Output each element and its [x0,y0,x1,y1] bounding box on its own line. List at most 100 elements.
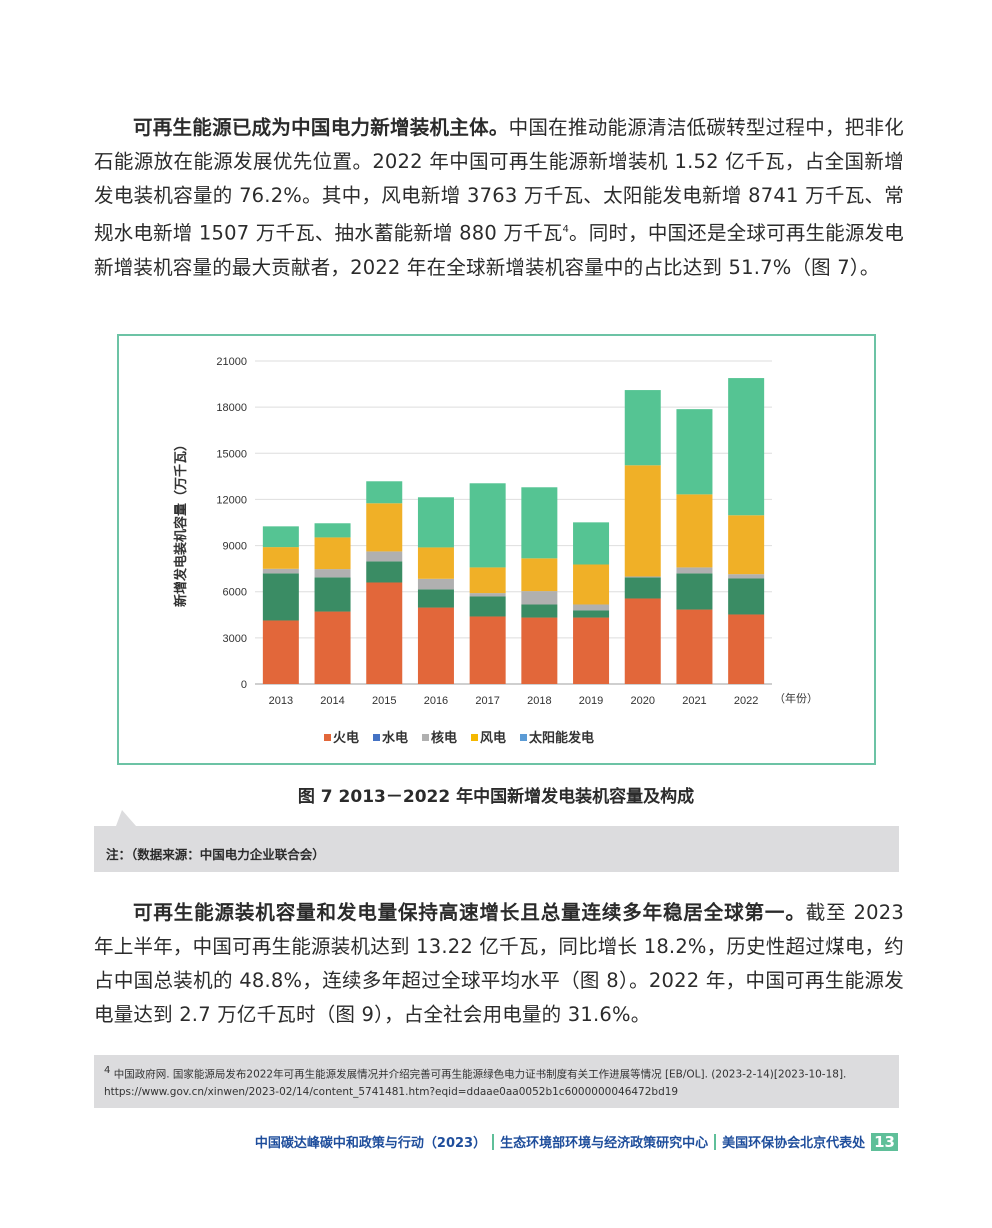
bar-segment-2022 [728,578,765,615]
paragraph-body: 截至 2023 年上半年，中国可再生能源装机达到 13.22 亿千瓦，同比增长 … [94,901,904,1026]
bar-segment-2015 [366,503,403,552]
bar-segment-2019 [573,617,610,684]
footnote-mark: 4 [104,1065,111,1076]
note-bubble-tail [116,810,136,826]
x-tick-label: 2017 [475,695,499,707]
paragraph-2: 可再生能源装机容量和发电量保持高速增长且总量连续多年稳居全球第一。截至 2023… [94,896,904,1032]
y-tick-label: 3000 [223,633,247,645]
legend-swatch [373,734,380,741]
bar-segment-2017 [469,616,506,684]
x-tick-label: 2014 [320,695,344,707]
stacked-bar-chart: 0 3000 6000 9000 12000 15000 18000 21000 2013 201… [173,356,818,745]
bar-segment-2020 [624,390,661,466]
bar-segment-2013 [262,620,299,684]
bar-segment-2015 [366,561,403,583]
bar-segment-2013 [262,526,299,548]
legend-label: 水电 [382,730,408,745]
x-tick-label: 2016 [424,695,448,707]
x-tick-label: 2013 [269,695,293,707]
x-tick-label: 2021 [682,695,706,707]
bar-segment-2017 [469,483,506,568]
bar-segment-2015 [366,582,403,684]
figure-caption: 图 7 2013－2022 年中国新增发电装机容量及构成 [297,787,695,807]
source-note: 注：（数据来源：中国电力企业联合会） [94,826,899,872]
x-tick-label: 2019 [579,695,603,707]
bar-segment-2016 [417,578,454,590]
y-tick-label: 9000 [223,541,247,553]
bar-segment-2018 [521,591,558,605]
bar-segment-2018 [521,487,558,559]
bar-segment-2021 [676,567,713,574]
y-tick-label: 18000 [216,402,247,414]
y-tick-label: 12000 [216,494,247,506]
paragraph-body: 中国在推动能源清洁低碳转型过程中，把非化石能源放在能源发展优先位置。2022 年… [94,116,904,245]
bar-segment-2016 [417,607,454,684]
bar-segment-2016 [417,589,454,608]
bar-segment-2020 [624,465,661,577]
bar-segment-2020 [624,576,661,578]
footnote: 4 中国政府网. 国家能源局发布2022年可再生能源发展情况并介绍完善可再生能源… [94,1055,899,1108]
footer-org-2: 美国环保协会北京代表处 [722,1136,866,1151]
bar-segment-2019 [573,604,610,611]
footnote-text: 中国政府网. 国家能源局发布2022年可再生能源发展情况并介绍完善可再生能源绿色… [104,1068,847,1098]
footer-org-1: 生态环境部环境与经济政策研究中心 [500,1136,709,1151]
bar-segment-2017 [469,596,506,617]
bar-segment-2013 [262,573,299,621]
page-number: 13 [871,1132,898,1151]
y-tick-label: 21000 [216,356,247,368]
bar-segment-2022 [728,574,765,579]
bar-segment-2019 [573,610,610,618]
bar-segment-2014 [314,523,351,538]
legend-swatch [520,734,527,741]
bar-segment-2021 [676,409,713,495]
bar-segment-2020 [624,598,661,684]
bar-segment-2017 [469,567,506,594]
bar-segment-2018 [521,558,558,592]
bar-segment-2014 [314,537,351,570]
bar-segment-2013 [262,568,299,574]
paragraph-lead: 可再生能源装机容量和发电量保持高速增长且总量连续多年稳居全球第一。 [133,901,806,924]
x-tick-label: 2022 [734,695,758,707]
bar-segment-2021 [676,609,713,684]
x-tick-label: 2020 [631,695,655,707]
legend-label: 风电 [480,730,506,745]
x-axis-label: （年份） [774,691,818,705]
bar-segment-2019 [573,522,610,565]
x-tick-label: 2015 [372,695,396,707]
divider [714,1133,717,1150]
bar-segment-2018 [521,617,558,684]
bar-segment-2019 [573,564,610,605]
legend-swatch [324,734,331,741]
chart-frame: 0 3000 6000 9000 12000 15000 18000 21000 2013 201… [117,334,876,765]
bar-segment-2020 [624,577,661,599]
bar-segment-2017 [469,593,506,597]
bar-segment-2022 [728,614,765,684]
page-footer: 中国碳达峰碳中和政策与行动（2023） 生态环境部环境与经济政策研究中心 美国环… [255,1132,898,1151]
bar-segment-2018 [521,604,558,618]
y-tick-label: 0 [241,679,247,691]
bar-segment-2021 [676,573,713,610]
legend-swatch [471,734,478,741]
bar-segment-2016 [417,497,454,548]
bar-segment-2015 [366,551,403,562]
bar-segment-2022 [728,378,765,516]
bar-segment-2022 [728,515,765,575]
paragraph-body: 。同时，中国还是全球可再生能源发电新增装机容量的最大贡献者，2022 年在全球新… [94,221,904,279]
legend-label: 核电 [431,730,457,745]
paragraph-lead: 可再生能源已成为中国电力新增装机主体。 [133,116,509,139]
bar-segment-2014 [314,569,351,578]
legend-label: 火电 [333,730,359,745]
bar-segment-2013 [262,547,299,569]
x-tick-label: 2018 [527,695,551,707]
y-tick-label: 6000 [223,587,247,599]
divider [492,1133,495,1150]
y-tick-label: 15000 [216,448,247,460]
bar-segment-2015 [366,481,403,504]
bar-segment-2021 [676,494,713,568]
y-axis-label: 新增发电装机容量（万千瓦） [173,438,188,607]
legend-swatch [422,734,429,741]
footnote-ref[interactable]: 4 [562,224,570,235]
legend-label: 太阳能发电 [528,730,594,745]
bar-segment-2014 [314,611,351,684]
paragraph-1: 可再生能源已成为中国电力新增装机主体。中国在推动能源清洁低碳转型过程中，把非化石… [94,111,904,285]
